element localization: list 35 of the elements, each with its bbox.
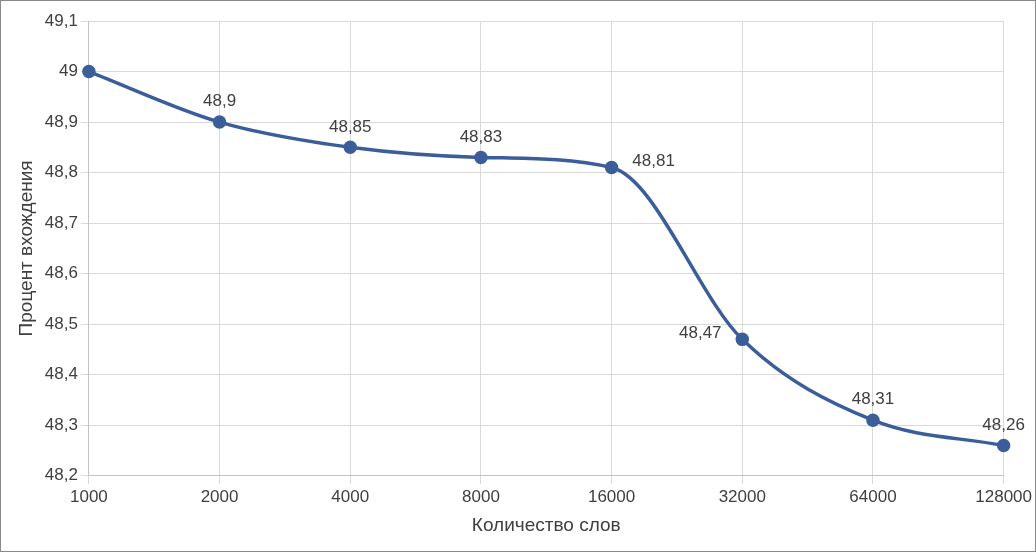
y-axis-title: Процент вхождения bbox=[14, 160, 36, 337]
x-tick-label: 64000 bbox=[849, 486, 897, 506]
y-tick-label: 48,3 bbox=[44, 414, 78, 434]
y-tick-label: 48,7 bbox=[44, 212, 78, 232]
x-tick-label: 2000 bbox=[200, 486, 239, 506]
point bbox=[866, 413, 880, 427]
point bbox=[212, 115, 227, 129]
x-tick-label: 4000 bbox=[331, 486, 370, 506]
data-label: 48,83 bbox=[459, 126, 503, 146]
point bbox=[996, 438, 1011, 453]
x-axis-title: Количество слов bbox=[471, 513, 621, 535]
y-tick-label: 49,1 bbox=[44, 10, 78, 30]
y-tick-label: 49 bbox=[58, 61, 78, 81]
y-tick-label: 48,4 bbox=[44, 364, 78, 384]
point bbox=[474, 150, 488, 165]
data-label: 48,9 bbox=[203, 91, 237, 111]
data-label: 48,26 bbox=[982, 414, 1025, 434]
x-tick-label: 32000 bbox=[718, 486, 766, 506]
x-tick-label: 16000 bbox=[587, 486, 636, 506]
point bbox=[604, 160, 619, 175]
y-tick-label: 48,2 bbox=[44, 465, 78, 485]
y-tick-label: 48,5 bbox=[44, 313, 78, 333]
y-tick-label: 48,9 bbox=[44, 111, 78, 131]
point bbox=[82, 64, 96, 79]
x-tick-label: 128000 bbox=[975, 486, 1032, 506]
data-label: 48,81 bbox=[632, 150, 675, 170]
data-label: 48,85 bbox=[328, 116, 372, 136]
y-tick-label: 48,8 bbox=[44, 162, 78, 182]
point bbox=[735, 332, 750, 347]
data-label: 48,47 bbox=[679, 322, 722, 342]
point bbox=[343, 140, 357, 155]
y-tick-label: 48,6 bbox=[44, 263, 78, 283]
data-label: 48,31 bbox=[851, 389, 895, 409]
x-tick-label: 1000 bbox=[69, 486, 108, 506]
x-tick-label: 8000 bbox=[462, 486, 500, 506]
